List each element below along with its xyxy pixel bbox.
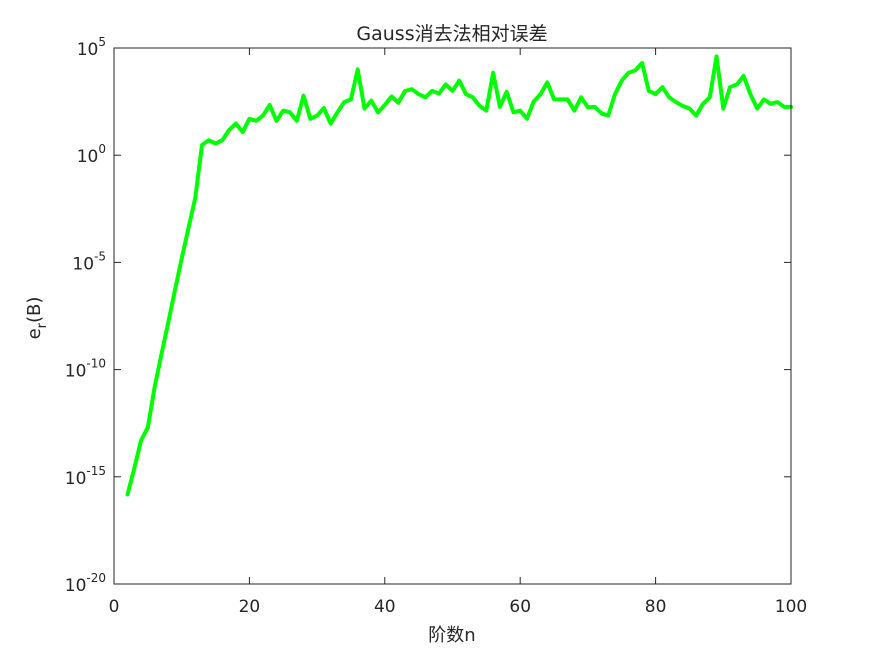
y-tick-label-base: 10 [72,254,94,274]
y-tick-label: 10-20 [65,571,106,596]
y-tick-label-exponent: -20 [86,571,106,585]
y-tick-label-exponent: -10 [86,357,106,371]
x-tick-label: 40 [374,597,396,617]
x-tick-label: 80 [645,597,667,617]
y-tick-label-exponent: 0 [98,142,106,156]
y-tick-label-exponent: 5 [98,35,106,49]
y-tick-label: 10-5 [72,249,106,274]
y-tick-label-base: 10 [77,147,99,167]
x-tick-label: 0 [109,597,120,617]
series-line-1 [125,54,793,497]
y-axis-label-subscript: r [35,322,50,328]
x-tick-label: 60 [509,597,531,617]
x-tick-labels: 0 20 40 60 80 100 [109,48,807,617]
x-axis-label: 阶数n [428,625,475,646]
y-tick-label: 105 [77,35,106,60]
y-tick-label: 10-15 [65,464,106,489]
y-tick-label: 100 [77,142,106,167]
y-tick-label-base: 10 [77,40,99,60]
y-tick-label-exponent: -15 [86,464,106,478]
y-tick-label: 10-10 [65,357,106,382]
y-axis-label: er(B) [24,297,50,340]
plot-area [113,47,793,585]
y-tick-label-base: 10 [65,576,87,596]
y-tick-label-exponent: -5 [94,249,106,263]
y-axis-label-suffix: (B) [24,297,45,323]
chart-title: Gauss消去法相对误差 [356,23,547,45]
x-tick-label: 20 [239,597,261,617]
plot-background [114,48,791,584]
y-tick-label-base: 10 [65,362,87,382]
axes-box [113,47,792,585]
y-tick-label-base: 10 [65,469,87,489]
y-axis-label-base: e [24,328,45,339]
x-tick-label: 100 [775,597,807,617]
